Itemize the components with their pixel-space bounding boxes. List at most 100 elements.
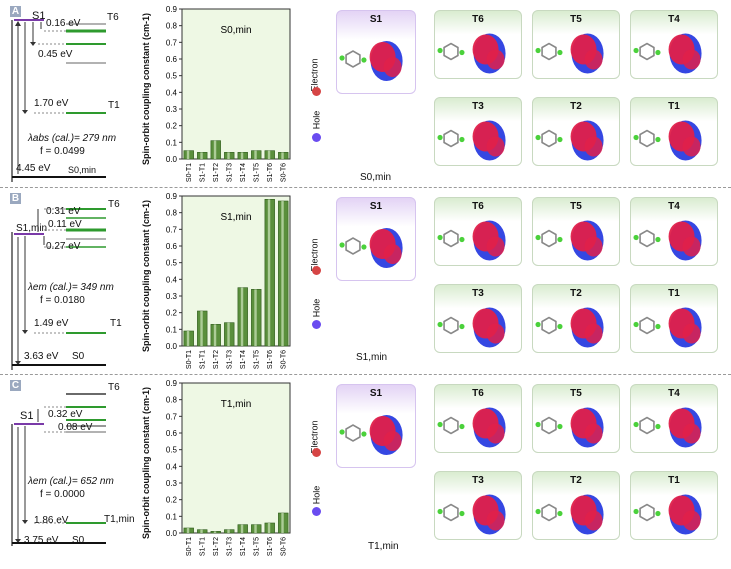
y-tick-label: 0.0 — [166, 342, 178, 351]
orbital-tile-t5: T5 — [532, 384, 620, 453]
s1-label: S1 — [20, 410, 34, 422]
tile-label: S1 — [369, 201, 383, 212]
y-tick-label: 0.1 — [166, 325, 178, 334]
x-tick-label: S1-T3 — [227, 350, 234, 369]
ground-energy: 4.45 eV — [16, 163, 51, 174]
tile-label: T6 — [472, 388, 484, 399]
y-tick-label: 0.6 — [166, 55, 178, 64]
soc-bar-highlight — [267, 523, 271, 533]
tile-label: T5 — [570, 201, 582, 212]
gap-label: 0.27 eV — [46, 241, 81, 252]
chart-ylabel: Spin-orbit coupling constant (cm-1) — [141, 13, 151, 165]
tile-label: T4 — [668, 201, 680, 212]
lambda-label: λem (cal.)= 349 nm — [28, 282, 114, 293]
orbital-tile-s1: S1 — [336, 10, 416, 94]
orbital-isosurface — [633, 407, 702, 448]
x-tick-label: S0-T6 — [281, 350, 288, 369]
soc-bar-highlight — [186, 150, 190, 159]
y-tick-label: 0.9 — [166, 6, 178, 14]
gap-label: 0.16 eV — [46, 18, 81, 29]
y-tick-label: 0.3 — [166, 105, 178, 114]
soc-bar-highlight — [213, 324, 217, 346]
orbital-tile-t3: T3 — [434, 97, 522, 166]
x-tick-label: S1-T4 — [240, 163, 247, 182]
gap-label: 0.11 eV — [48, 219, 82, 230]
soc-chart: 0.0 0.1 0.2 0.3 0.4 0.5 0.6 0.7 0.8 0.9 S0,min S0-T… — [166, 6, 291, 182]
orbital-tile-t4: T4 — [630, 10, 718, 79]
molecule-label: S0,min — [360, 172, 392, 183]
orbital-isosurface — [339, 415, 403, 455]
orbital-isosurface — [437, 407, 506, 448]
molecule-label: S1,min — [356, 352, 388, 363]
lambda-label: λabs (cal.)= 279 nm — [28, 133, 117, 144]
y-tick-label: 0.8 — [166, 22, 178, 31]
orbital-tile-t4: T4 — [630, 197, 718, 266]
y-tick-label: 0.7 — [166, 38, 178, 47]
soc-chart: 0.0 0.1 0.2 0.3 0.4 0.5 0.6 0.7 0.8 0.9 T1,min S0-T… — [166, 380, 291, 556]
y-tick-label: 0.5 — [166, 446, 178, 455]
orbital-tile-t1: T1 — [630, 97, 718, 166]
orbital-isosurface — [633, 307, 702, 348]
y-tick-label: 0.1 — [166, 138, 178, 147]
tile-label: T4 — [668, 14, 680, 25]
tile-label: T4 — [668, 388, 680, 399]
gap-arrow-head — [30, 42, 36, 46]
gap-label: 1.86 eV — [34, 515, 69, 526]
y-tick-label: 0.3 — [166, 292, 178, 301]
oscillator-strength: f = 0.0499 — [40, 146, 85, 157]
orbital-tile-t5: T5 — [532, 197, 620, 266]
soc-bar-highlight — [240, 524, 244, 533]
s1-label: S1 — [32, 10, 46, 22]
soc-bar-highlight — [281, 152, 284, 159]
orbital-tile-t6: T6 — [434, 10, 522, 79]
y-tick-label: 0.9 — [166, 380, 178, 388]
hole-label: Hole — [311, 485, 322, 505]
x-tick-label: S0-T1 — [186, 537, 193, 556]
y-tick-label: 0.4 — [166, 88, 178, 97]
y-tick-label: 0.5 — [166, 259, 178, 268]
soc-bar-highlight — [200, 152, 203, 159]
lambda-label: λem (cal.)= 652 nm — [28, 476, 114, 487]
hole-dot — [312, 320, 321, 329]
tile-label: T6 — [472, 14, 484, 25]
energy-diagram — [11, 393, 106, 546]
orbital-tile-t5: T5 — [532, 10, 620, 79]
y-tick-label: 0.4 — [166, 462, 178, 471]
y-tick-label: 0.8 — [166, 209, 178, 218]
panel-letter: A — [10, 6, 21, 17]
x-tick-label: S0-T6 — [281, 537, 288, 556]
soc-bar-highlight — [213, 140, 217, 159]
t1-label: T1 — [110, 318, 122, 329]
tile-label: T1 — [668, 475, 680, 486]
chart-title: T1,min — [221, 399, 252, 410]
x-tick-label: S1-T1 — [200, 537, 207, 556]
orbital-isosurface — [437, 220, 506, 261]
y-tick-label: 0.8 — [166, 396, 178, 405]
gap-label: 0.08 eV — [58, 422, 93, 433]
orbital-isosurface — [437, 494, 506, 535]
x-tick-label: S1-T2 — [213, 350, 220, 369]
hole-label: Hole — [311, 110, 322, 130]
panel-separator — [0, 187, 731, 188]
hole-label: Hole — [311, 298, 322, 318]
tile-label: S1 — [369, 388, 383, 399]
x-tick-label: S1-T6 — [267, 350, 274, 369]
y-tick-label: 0.6 — [166, 242, 178, 251]
orbital-tile-t6: T6 — [434, 384, 522, 453]
x-tick-label: S0-T1 — [186, 163, 193, 182]
x-tick-label: S1-T1 — [200, 350, 207, 369]
orbital-isosurface — [339, 41, 403, 81]
tile-label: T3 — [472, 475, 484, 486]
tile-label: T2 — [570, 101, 582, 112]
orbital-tile-t3: T3 — [434, 471, 522, 540]
orbital-tile-t2: T2 — [532, 471, 620, 540]
soc-bar-highlight — [213, 531, 217, 533]
soc-bar-highlight — [186, 528, 190, 533]
orbital-isosurface — [633, 494, 702, 535]
x-tick-label: S1-T4 — [240, 350, 247, 369]
soc-chart: 0.0 0.1 0.2 0.3 0.4 0.5 0.6 0.7 0.8 0.9 S1,min S0-T… — [166, 193, 291, 369]
orbital-tile-t2: T2 — [532, 284, 620, 353]
orbital-isosurface — [535, 307, 604, 348]
hole-dot — [312, 507, 321, 516]
y-tick-label: 0.7 — [166, 412, 178, 421]
